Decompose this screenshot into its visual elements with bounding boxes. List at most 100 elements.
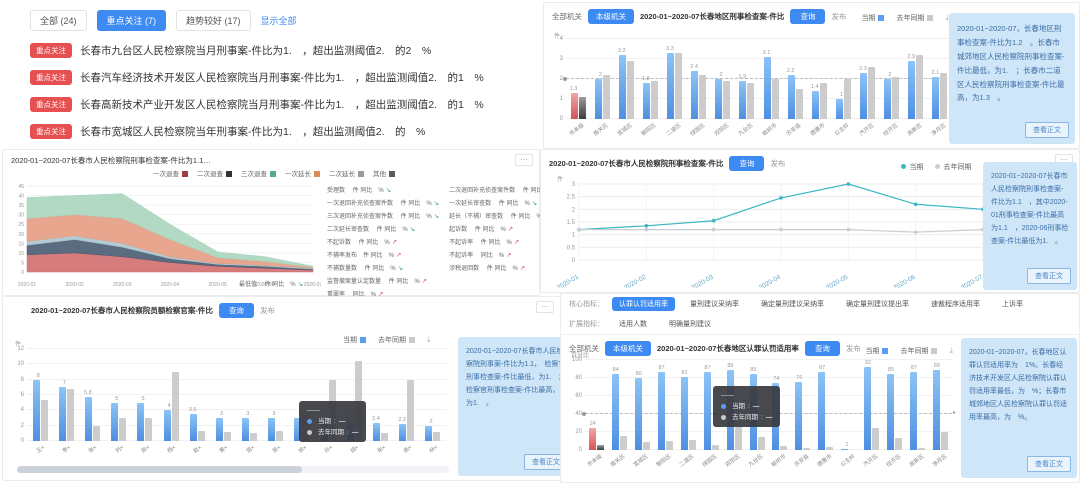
publish-link[interactable]: 发布 [259,306,275,315]
bar-current[interactable] [908,61,916,119]
publish-link[interactable]: 发布 [831,12,847,21]
bar-last-year[interactable] [747,83,755,119]
query-button[interactable]: 查询 [790,9,826,24]
bar-last-year[interactable] [771,79,779,119]
more-button[interactable]: ⋯ [536,301,554,313]
bar-group[interactable]: 2 经开区 [880,39,904,137]
bar-current[interactable] [795,381,803,450]
bar-group[interactable]: 3.3 二道区 [663,39,687,137]
bar-last-year[interactable] [941,432,949,450]
bar-last-year[interactable] [892,77,900,119]
bar-current[interactable] [787,75,795,119]
bar-current[interactable] [933,369,941,450]
bar-current[interactable] [84,396,92,441]
bar-group[interactable]: 2.2 农安县 [783,39,807,137]
bar-current[interactable] [887,373,895,450]
bar-current[interactable] [594,79,602,119]
bar-last-year[interactable] [626,61,634,119]
publish-link[interactable]: 发布 [770,159,786,168]
bar-last-year[interactable] [819,83,827,119]
bar-current[interactable] [58,387,66,441]
bar-current[interactable] [242,418,250,441]
bar-current[interactable] [399,424,407,441]
bar-group[interactable]: 2 双阳区 [711,39,735,137]
more-button[interactable]: ⋯ [515,154,533,166]
bar-last-year[interactable] [918,448,926,450]
bar-last-year[interactable] [40,400,48,441]
bar-group[interactable]: 8 王× [27,349,53,455]
area-legend-item[interactable]: 三次退查 [241,168,276,178]
bar-last-year[interactable] [596,444,604,450]
bar-last-year[interactable] [780,445,788,450]
bar-group[interactable]: 2.4 朱× [367,349,393,455]
bar-current[interactable] [268,418,276,441]
bar-last-year[interactable] [895,438,903,450]
bar-last-year[interactable] [619,435,627,450]
bar-group[interactable]: 3 周× [237,349,263,455]
download-icon[interactable]: ⤓ [949,346,953,355]
bar-group[interactable]: 3.1 榆树市 [759,39,783,137]
bar-current[interactable] [137,402,145,441]
bar-current[interactable] [618,55,626,119]
bar-group[interactable]: 5 刘× [106,349,132,455]
bar-group[interactable]: 1.9 九台区 [735,39,759,137]
bar-last-year[interactable] [699,75,707,119]
bar-current[interactable] [611,374,619,450]
bar-current[interactable] [642,83,650,119]
ext-tab-0[interactable]: 适用人数 [619,321,647,328]
bar-current[interactable] [373,422,381,441]
bar-last-year[interactable] [826,447,834,450]
filter-tab-local[interactable]: 本级机关 [605,341,651,356]
bar-group[interactable]: 4 杨× [158,349,184,455]
kpi-tab-3[interactable]: 确定量刑建议提出率 [846,301,909,308]
bar-current[interactable] [811,91,819,119]
bar-group[interactable]: 80 宽城区 [631,360,654,468]
alert-row[interactable]: 重点关注 长春高新技术产业开发区人民检察院当月刑事案-件比为1. ，超出监测阈值2… [30,91,536,118]
bar-last-year[interactable] [578,97,586,119]
bar-current[interactable] [835,99,843,119]
bar-current[interactable] [215,418,223,441]
download-icon[interactable]: ⤓ [945,13,949,22]
bar-group[interactable]: 2.1 净月区 [928,39,952,137]
bar-group[interactable]: 3 黄× [210,349,236,455]
bar-current[interactable] [691,71,699,119]
bar-current[interactable] [864,367,872,450]
bar-last-year[interactable] [602,75,610,119]
alerts-tab-1[interactable]: 重点关注 (7) [96,10,167,31]
bar-current[interactable] [932,77,940,119]
bar-group[interactable]: 1 公主岭 [831,39,855,137]
bar-current[interactable] [634,378,642,450]
kpi-tab-2[interactable]: 确定量刑建议采纳率 [761,301,824,308]
area-legend-item[interactable]: 其他 [373,168,395,178]
bar-last-year[interactable] [872,427,880,450]
view-text-button[interactable]: 查看正文 [1025,122,1069,138]
bar-last-year[interactable] [940,73,948,119]
kpi-tab-5[interactable]: 上诉率 [1002,301,1023,308]
bar-group[interactable]: 87 朝阳区 [654,360,677,468]
bar-last-year[interactable] [665,441,673,450]
show-all-link[interactable]: 显示全部 [260,16,297,26]
bar-group[interactable]: 85 经开区 [883,360,906,468]
bar-current[interactable] [425,425,433,441]
bar-last-year[interactable] [433,431,441,441]
filter-tab-local[interactable]: 本级机关 [588,9,634,24]
bar-current[interactable] [841,449,849,450]
bar-current[interactable] [703,371,711,450]
bar-last-year[interactable] [66,388,74,441]
alerts-tab-0[interactable]: 全部 (24) [30,10,87,31]
chart-scrollbar[interactable] [17,466,449,473]
kpi-tab-0[interactable]: 认罪认罚适用率 [612,297,675,311]
scrollbar-thumb[interactable] [17,466,303,473]
bar-group[interactable]: 7 李× [53,349,79,455]
bar-current[interactable] [763,57,771,119]
bar-group[interactable]: 5 陈× [132,349,158,455]
bar-current[interactable] [739,81,747,119]
bar-last-year[interactable] [688,440,696,450]
bar-current[interactable] [111,402,119,441]
bar-group[interactable]: 1.4 德惠市 [807,39,831,137]
alert-row[interactable]: 重点关注 长春市宽城区人民检察院当年刑事案-件比为1. ，超出监测阈值2. 的 % [30,118,536,145]
bar-last-year[interactable] [407,379,415,441]
bar-current[interactable] [189,414,197,441]
bar-current[interactable] [715,79,723,119]
view-text-button[interactable]: 查看正文 [1027,456,1071,472]
